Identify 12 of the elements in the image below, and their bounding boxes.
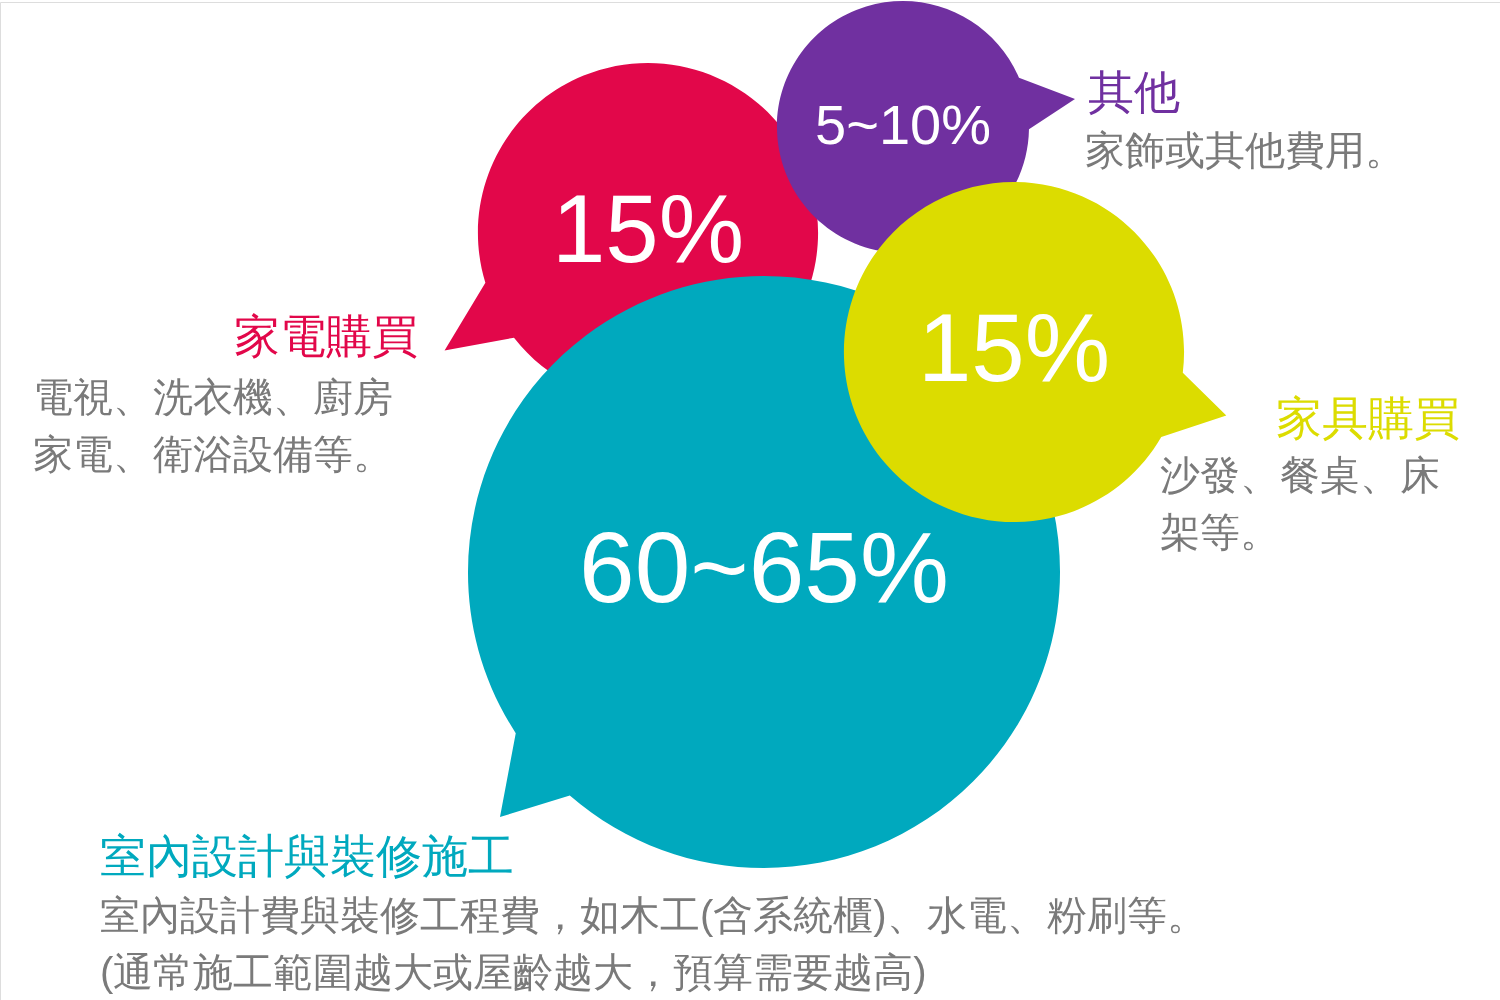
category-label: 其他 bbox=[1088, 66, 1180, 118]
data-label: 15% bbox=[917, 294, 1111, 401]
text: 沙發、餐桌、床架等。 bbox=[1160, 453, 1440, 554]
data-label: 15% bbox=[551, 175, 745, 282]
data-label: 60~65% bbox=[579, 511, 949, 623]
data-label: 5~10% bbox=[815, 93, 991, 156]
text: 電視、洗衣機、廚房家電、衛浴設備等。 bbox=[33, 375, 393, 476]
text: 室內設計費與裝修工程費，如木工(含系統櫃)、水電、粉刷等。 (通常施工範圍越大或屋齡越大，預算需要越高) bbox=[100, 893, 1207, 994]
text: 家飾或其他費用。 bbox=[1085, 128, 1405, 172]
category-label: 家具購買 bbox=[1276, 392, 1460, 444]
category-label: 家電購買 bbox=[234, 310, 418, 362]
category-label: 室內設計與裝修施工 bbox=[100, 830, 514, 882]
